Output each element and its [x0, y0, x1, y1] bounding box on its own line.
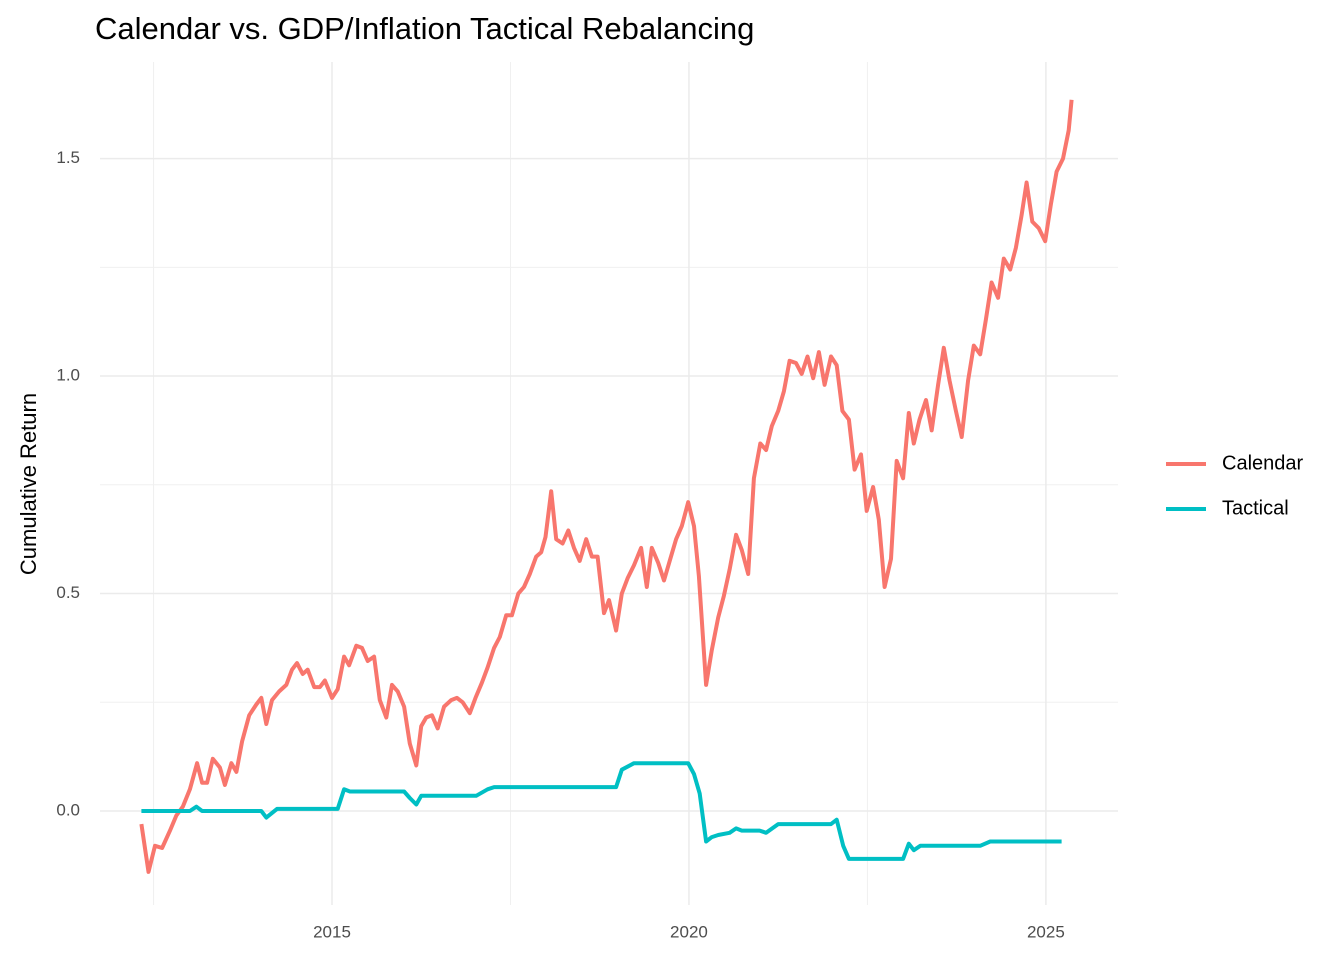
y-tick-label: 0.0 — [56, 801, 80, 820]
x-tick-label: 2015 — [313, 922, 351, 941]
legend-label: Calendar — [1222, 452, 1304, 474]
y-tick-label: 1.5 — [56, 148, 80, 167]
y-axis-title: Cumulative Return — [16, 393, 41, 575]
x-tick-label: 2020 — [670, 922, 708, 941]
x-tick-label: 2025 — [1027, 922, 1065, 941]
legend-label: Tactical — [1222, 497, 1289, 519]
line-series — [139, 99, 1074, 874]
chart-title: Calendar vs. GDP/Inflation Tactical Reba… — [95, 11, 754, 46]
y-tick-label: 1.0 — [56, 366, 80, 385]
y-tick-label: 0.5 — [56, 583, 80, 602]
line-series — [141, 761, 1062, 861]
